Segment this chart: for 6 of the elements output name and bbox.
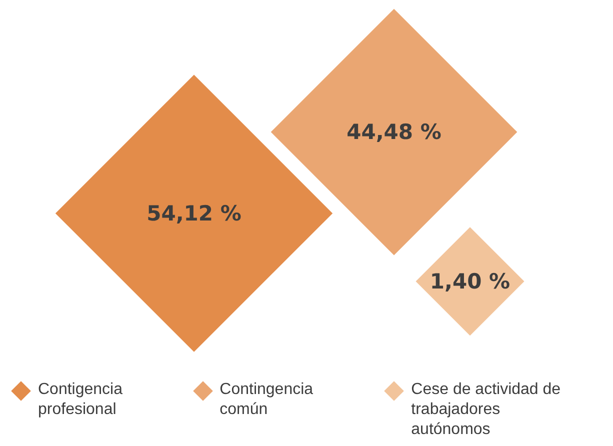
data-label: 54,12 %	[146, 201, 242, 226]
category-label: Contingencia común	[220, 380, 314, 420]
category-label: Contigencia profesional	[38, 380, 124, 420]
data-label: 1,40 %	[430, 269, 510, 294]
category-label: Cese de actividad de trabajadores autónomos	[411, 380, 562, 440]
data-label: 44,48 %	[346, 120, 442, 144]
